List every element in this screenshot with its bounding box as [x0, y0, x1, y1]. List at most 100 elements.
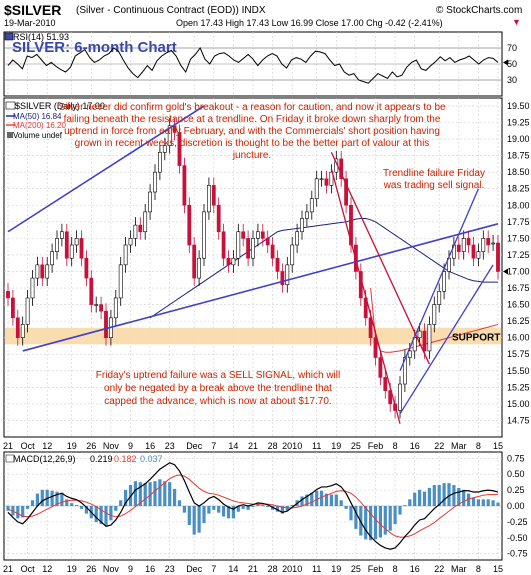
price-candle: [368, 317, 373, 338]
ma200-line: [370, 287, 499, 353]
uptrend-line-upper: [399, 188, 479, 372]
price-x-tick-label: 15: [493, 441, 503, 451]
uptrend-line-lower: [399, 264, 494, 415]
price-candle: [40, 264, 45, 279]
price-tick-label: 15.25: [507, 382, 530, 392]
macd-histogram-bar: [148, 482, 152, 506]
price-candle: [128, 238, 133, 246]
lower-channel-line: [22, 223, 499, 352]
macd-tick-label: -0.50: [507, 533, 528, 543]
price-x-tick-label: 19: [331, 441, 341, 451]
price-candle: [226, 257, 231, 266]
price-x-tick-label: 16: [145, 441, 155, 451]
price-candle: [255, 231, 260, 239]
price-candle: [197, 257, 202, 279]
macd-histogram-bar: [222, 506, 226, 517]
macd-histogram-bar: [491, 500, 495, 506]
rsi-line: [7, 47, 499, 84]
macd-histogram-bar: [182, 506, 186, 513]
macd-histogram-bar: [246, 506, 250, 510]
price-tick-label: 18.00: [507, 200, 530, 210]
macd-histogram-bar: [197, 506, 201, 533]
price-candle: [373, 337, 378, 358]
price-x-tick-label: 26: [86, 441, 96, 451]
macd-histogram-bar: [173, 488, 177, 506]
macd-x-tick-label: Feb: [368, 564, 384, 574]
price-tick-label: 17.75: [507, 217, 530, 227]
macd-histogram-bar: [364, 506, 368, 540]
price-candle: [265, 238, 270, 246]
macd-line: [7, 462, 499, 550]
macd-histogram-bar: [393, 506, 397, 525]
rsi-legend-swatch: [4, 32, 14, 41]
rsi-legend: RSI(14) 51.93: [13, 32, 69, 42]
macd-x-tick-label: Dec: [186, 564, 203, 574]
macd-x-tick-label: 16: [410, 564, 420, 574]
price-candle: [99, 304, 104, 312]
price-candle: [79, 238, 84, 259]
macd-histogram-bar: [354, 506, 358, 529]
price-candle: [300, 218, 304, 233]
macd-x-tick-label: 19: [331, 564, 341, 574]
rsi-tick-label: 50: [507, 59, 517, 69]
price-candle: [20, 324, 25, 338]
price-tick-label: 18.50: [507, 167, 530, 177]
macd-x-tick-label: 21: [248, 564, 258, 574]
price-tick-label: 17.25: [507, 250, 530, 260]
macd-histogram-bar: [290, 505, 294, 506]
price-tick-label: 19.25: [507, 117, 530, 127]
macd-histogram-bar: [422, 491, 427, 506]
price-candle: [202, 211, 206, 259]
rsi-tick-label: 70: [507, 43, 517, 53]
macd-histogram-bar: [447, 483, 451, 506]
macd-histogram-bar: [280, 506, 284, 514]
macd-x-tick-label: 12: [42, 564, 52, 574]
macd-x-tick-label: 15: [493, 564, 503, 574]
price-candle: [270, 244, 275, 259]
macd-histogram-bar: [40, 489, 44, 506]
price-x-tick-label: 8: [393, 441, 398, 451]
macd-histogram-bar: [6, 506, 10, 511]
macd-x-tick-label: 8: [393, 564, 398, 574]
price-candle: [11, 297, 15, 319]
macd-histogram-bar: [114, 506, 118, 511]
macd-x-tick-label: Oct: [21, 564, 36, 574]
macd-histogram-bar: [138, 482, 142, 506]
macd-histogram-bar: [481, 499, 485, 506]
price-x-tick-label: 16: [410, 441, 420, 451]
price-candle: [378, 357, 383, 378]
macd-histogram-bar: [300, 496, 304, 506]
price-candle: [496, 242, 500, 272]
price-x-tick-label: Nov: [103, 441, 120, 451]
price-candle: [466, 238, 471, 246]
macd-x-tick-label: Nov: [103, 564, 120, 574]
price-candle: [59, 231, 64, 239]
macd-histogram-bar: [84, 506, 88, 514]
price-candle: [84, 257, 89, 279]
volume-legend: Volume undef: [13, 131, 63, 140]
price-candle: [290, 244, 295, 266]
price-tick-label: 15.00: [507, 399, 530, 409]
macd-histogram-bar: [163, 481, 167, 506]
macd-histogram-bar: [109, 506, 113, 521]
upper-channel-line: [7, 105, 205, 233]
price-candle: [491, 242, 496, 245]
macd-histogram-bar: [437, 485, 441, 506]
price-candle: [344, 178, 349, 206]
price-candle: [162, 145, 167, 153]
macd-histogram-bar: [94, 506, 98, 523]
macd-histogram-bar: [432, 485, 436, 506]
macd-histogram-bar: [207, 506, 211, 514]
macd-histogram-bar: [177, 500, 182, 506]
price-tick-label: 15.75: [507, 349, 530, 359]
macd-legend-signal: 0.182: [114, 454, 137, 464]
ma50-legend: MA(50) 16.84: [13, 112, 62, 121]
price-candle: [456, 244, 461, 252]
macd-histogram-bar: [324, 493, 329, 506]
price-candle: [481, 238, 486, 252]
macd-histogram-bar: [349, 506, 353, 521]
price-candle: [388, 390, 393, 405]
macd-histogram-bar: [75, 505, 79, 506]
macd-histogram-bar: [133, 481, 137, 506]
